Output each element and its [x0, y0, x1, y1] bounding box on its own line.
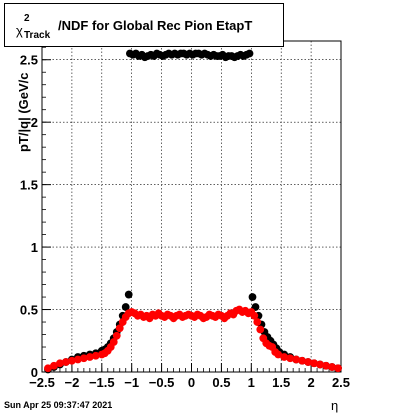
x-tick-label: −1 [124, 375, 139, 390]
data-point [121, 303, 130, 311]
data-point [280, 353, 289, 361]
y-tick-label: 0 [31, 365, 38, 380]
data-point [256, 325, 265, 334]
data-point [253, 318, 262, 326]
title-chi-symbol: χ [16, 23, 23, 38]
data-point [334, 364, 342, 373]
y-tick-label: 2.5 [20, 53, 38, 68]
data-point [316, 360, 324, 369]
x-tick-label: −2 [64, 375, 79, 390]
data-point [50, 361, 58, 370]
timestamp: Sun Apr 25 09:37:47 2021 [4, 400, 113, 410]
x-tick-label: −1.5 [89, 375, 115, 390]
x-tick-label: 2 [307, 375, 314, 390]
data-point [109, 338, 118, 346]
data-point [115, 324, 124, 333]
x-axis-label: η [331, 398, 339, 413]
data-point [124, 290, 133, 299]
data-point [245, 49, 254, 58]
data-point [250, 311, 259, 320]
x-tick-label: 1 [248, 375, 255, 390]
x-tick-label: 1.5 [272, 375, 290, 390]
x-tick-label: 2.5 [332, 375, 350, 390]
y-tick-label: 1 [31, 240, 38, 255]
data-point [56, 359, 64, 368]
data-point [304, 358, 313, 366]
x-tick-label: −2.5 [29, 375, 55, 390]
x-tick-label: 0 [188, 375, 195, 390]
data-point [328, 363, 336, 371]
y-axis-label: pT/|q| (GeV/c [16, 72, 31, 152]
data-point [79, 354, 88, 363]
x-tick-label: 0.5 [212, 375, 230, 390]
data-point [248, 293, 257, 301]
data-point [73, 355, 82, 364]
data-point [44, 364, 52, 373]
data-series [44, 49, 342, 374]
data-point [62, 358, 70, 366]
y-tick-label: 0.5 [20, 303, 38, 318]
data-point [298, 356, 307, 365]
data-point [286, 354, 295, 363]
y-tick-label: 1.5 [20, 178, 38, 193]
data-point [68, 356, 76, 365]
data-point [91, 351, 100, 360]
data-point [292, 355, 301, 364]
series-0 [44, 49, 342, 374]
x-tick-label: −0.5 [149, 375, 175, 390]
data-point [85, 353, 94, 361]
axis-ticks: −2.5 −2 −1.5 −1 −0.5 0 0.5 1 1.5 2 2.5 0 0.5 1 1.5 2 2.5 [20, 46, 350, 390]
y-tick-label: 2 [31, 115, 38, 130]
data-point [322, 361, 330, 370]
data-point [112, 331, 121, 340]
data-point [310, 359, 318, 368]
title-superscript: 2 [24, 13, 30, 24]
grid-lines [42, 41, 341, 372]
title-subscript: Track [24, 30, 51, 41]
series-1 [44, 305, 342, 373]
chart-title: χ 2 Track /NDF for Global Rec Pion EtapT [4, 3, 284, 47]
data-point [274, 350, 283, 359]
title-text: /NDF for Global Rec Pion EtapT [58, 18, 253, 33]
